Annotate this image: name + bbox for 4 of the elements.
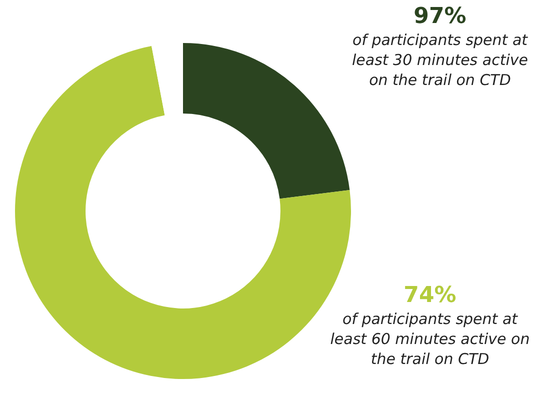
text: of participants spent at least 30 minutes active on the trail on CTD: [351, 30, 529, 90]
text: 74%: [402, 283, 458, 309]
text: of participants spent at least 60 minutes active on the trail on CTD: [330, 309, 530, 369]
text: 97%: [412, 4, 468, 30]
